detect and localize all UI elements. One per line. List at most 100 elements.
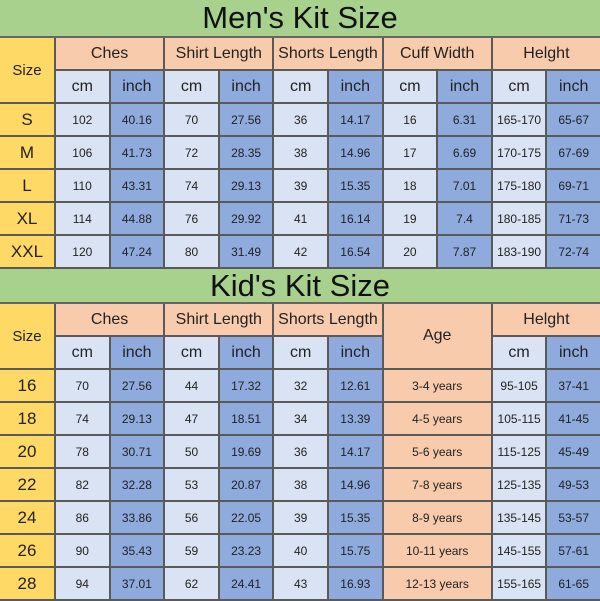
size-label: 16	[0, 370, 54, 401]
size-label: 22	[0, 469, 54, 500]
value-cell: 22.05	[219, 502, 273, 533]
value-cell: 105-115	[492, 403, 546, 434]
value-cell: 86	[56, 502, 109, 533]
value-cell: 29.13	[110, 403, 164, 434]
value-cell: 125-135	[492, 469, 546, 500]
value-cell: 76	[165, 203, 218, 234]
size-header: Size	[0, 38, 54, 102]
value-cell: 114	[56, 203, 109, 234]
column-group-header: Age	[383, 304, 491, 368]
unit-header: cm	[492, 71, 546, 102]
size-label: 28	[0, 568, 54, 599]
unit-header: inch	[547, 71, 600, 102]
value-cell: 15.35	[328, 170, 382, 201]
column-group-header: Shorts Length	[274, 304, 382, 335]
value-cell: 15.75	[328, 535, 382, 566]
value-cell: 120	[56, 236, 109, 267]
size-label: XL	[0, 203, 54, 234]
value-cell: 82	[56, 469, 109, 500]
value-cell: 20.87	[219, 469, 273, 500]
unit-header: cm	[56, 337, 109, 368]
value-cell: 62	[165, 568, 218, 599]
value-cell: 32	[274, 370, 327, 401]
value-cell: 17.32	[219, 370, 273, 401]
unit-header: inch	[547, 337, 600, 368]
value-cell: 19	[383, 203, 437, 234]
value-cell: 57-61	[547, 535, 600, 566]
unit-header: inch	[328, 337, 382, 368]
value-cell: 13.39	[328, 403, 382, 434]
mens-size-chart: Men's Kit Size Size Ches cm inch Shirt Lengt…	[0, 0, 600, 269]
value-cell: 40	[274, 535, 327, 566]
value-cell: 95-105	[492, 370, 546, 401]
size-label: 18	[0, 403, 54, 434]
value-cell: 40.16	[110, 104, 164, 135]
mens-size-table: Size Ches cm inch Shirt Length cm inch Shorts L…	[0, 38, 600, 269]
unit-header: cm	[56, 71, 109, 102]
value-cell: 27.56	[219, 104, 273, 135]
value-cell: 50	[165, 436, 218, 467]
value-cell: 37.01	[110, 568, 164, 599]
unit-header: inch	[219, 71, 273, 102]
value-cell: 17	[383, 137, 437, 168]
value-cell: 29.13	[219, 170, 273, 201]
column-group-header: Ches	[56, 304, 164, 335]
value-cell: 16	[383, 104, 437, 135]
value-cell: 27.56	[110, 370, 164, 401]
value-cell: 47.24	[110, 236, 164, 267]
value-cell: 15.35	[328, 502, 382, 533]
kids-size-chart: Kid's Kit Size Size Ches cm inch Shirt Lengt…	[0, 269, 600, 601]
kids-chart-title: Kid's Kit Size	[0, 269, 600, 304]
column-group-header: Shirt Length	[165, 304, 273, 335]
value-cell: 42	[274, 236, 327, 267]
value-cell: 165-170	[492, 104, 546, 135]
value-cell: 33.86	[110, 502, 164, 533]
value-cell: 31.49	[219, 236, 273, 267]
value-cell: 14.96	[328, 137, 382, 168]
size-label: 20	[0, 436, 54, 467]
unit-header: cm	[274, 71, 327, 102]
column-group-header: Helght	[492, 38, 600, 69]
value-cell: 24.41	[219, 568, 273, 599]
unit-header: cm	[492, 337, 546, 368]
value-cell: 56	[165, 502, 218, 533]
value-cell: 16.14	[328, 203, 382, 234]
value-cell: 14.96	[328, 469, 382, 500]
value-cell: 80	[165, 236, 218, 267]
value-cell: 36	[274, 104, 327, 135]
value-cell: 90	[56, 535, 109, 566]
column-group-header: Ches	[56, 38, 164, 69]
value-cell: 53	[165, 469, 218, 500]
value-cell: 69-71	[547, 170, 600, 201]
age-cell: 10-11 years	[383, 535, 491, 566]
value-cell: 41.73	[110, 137, 164, 168]
column-group-header: Shorts Length	[274, 38, 382, 69]
value-cell: 71-73	[547, 203, 600, 234]
value-cell: 7.4	[438, 203, 491, 234]
value-cell: 37-41	[547, 370, 600, 401]
value-cell: 44.88	[110, 203, 164, 234]
value-cell: 155-165	[492, 568, 546, 599]
value-cell: 74	[56, 403, 109, 434]
value-cell: 35.43	[110, 535, 164, 566]
unit-header: inch	[110, 71, 164, 102]
value-cell: 49-53	[547, 469, 600, 500]
value-cell: 16.93	[328, 568, 382, 599]
value-cell: 115-125	[492, 436, 546, 467]
value-cell: 74	[165, 170, 218, 201]
value-cell: 44	[165, 370, 218, 401]
column-group-header: Shirt Length	[165, 38, 273, 69]
value-cell: 38	[274, 137, 327, 168]
value-cell: 18	[383, 170, 437, 201]
value-cell: 43	[274, 568, 327, 599]
value-cell: 94	[56, 568, 109, 599]
column-group-header: Helght	[492, 304, 600, 335]
value-cell: 20	[383, 236, 437, 267]
size-label: S	[0, 104, 54, 135]
size-label: XXL	[0, 236, 54, 267]
value-cell: 43.31	[110, 170, 164, 201]
size-label: 24	[0, 502, 54, 533]
size-label: L	[0, 170, 54, 201]
value-cell: 41	[274, 203, 327, 234]
age-cell: 3-4 years	[383, 370, 491, 401]
